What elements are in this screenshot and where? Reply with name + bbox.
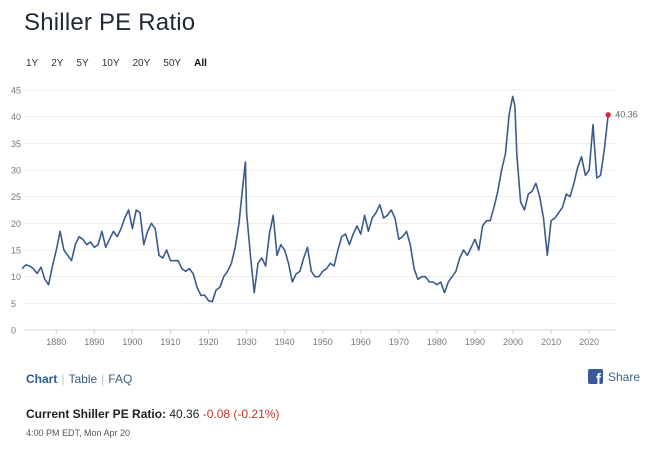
x-tick-label: 2010	[541, 337, 561, 347]
y-tick-label: 30	[11, 166, 21, 176]
range-5y-button[interactable]: 5Y	[76, 58, 89, 69]
share-label: Share	[607, 369, 640, 384]
current-change: -0.08 (-0.21%)	[202, 407, 280, 421]
x-tick-label: 1910	[160, 337, 180, 347]
x-tick-label: 2020	[579, 337, 599, 347]
x-tick-label: 1880	[46, 337, 66, 347]
range-2y-button[interactable]: 2Y	[51, 58, 64, 69]
y-tick-label: 35	[11, 139, 21, 149]
tab-separator: |	[61, 372, 65, 386]
range-all-button[interactable]: All	[194, 58, 207, 69]
share-button[interactable]: f Share	[587, 369, 640, 384]
current-value: 40.36	[169, 407, 200, 421]
shiller-pe-chart: 0 5 10 15 20 25 30 35 40 45 1880 1890 1900 1910 1920 19…	[11, 86, 638, 348]
axis-labels: 0 5 10 15 20 25 30 35 40 45 1880 1890 1900 1910 1920 19…	[11, 86, 599, 348]
tab-separator: |	[101, 372, 105, 386]
facebook-icon: f	[587, 369, 603, 384]
range-1y-button[interactable]: 1Y	[26, 58, 39, 69]
range-10y-button[interactable]: 10Y	[101, 58, 120, 69]
grid-lines	[24, 89, 616, 331]
x-tick-label: 1960	[351, 337, 371, 347]
y-tick-label: 45	[11, 86, 21, 96]
range-50y-button[interactable]: 50Y	[163, 58, 182, 69]
y-tick-label: 20	[11, 219, 21, 229]
y-tick-label: 40	[11, 112, 21, 122]
x-tick-label: 1920	[199, 337, 219, 347]
range-selector: 1Y 2Y 5Y 10Y 20Y 50Y All	[26, 58, 220, 69]
view-tabs: Chart | Table | FAQ	[26, 372, 132, 386]
page-title: Shiller PE Ratio	[24, 9, 196, 36]
tab-table[interactable]: Table	[68, 372, 98, 386]
series-line	[21, 95, 609, 303]
x-tick-label: 1900	[122, 337, 142, 347]
x-tick-label: 1930	[237, 337, 257, 347]
y-tick-label: 10	[11, 272, 21, 282]
x-tick-label: 1890	[84, 337, 104, 347]
x-tick-label: 1980	[427, 337, 447, 347]
y-tick-label: 15	[11, 246, 21, 256]
tab-chart[interactable]: Chart	[26, 372, 58, 386]
current-value-line: Current Shiller PE Ratio: 40.36 -0.08 (-…	[26, 407, 279, 421]
timestamp: 4:00 PM EDT, Mon Apr 20	[26, 428, 131, 438]
x-tick-label: 2000	[503, 337, 523, 347]
y-tick-label: 0	[11, 326, 16, 336]
y-tick-label: 25	[11, 192, 21, 202]
series-layer: 40.36	[21, 95, 638, 303]
current-label: Current Shiller PE Ratio:	[26, 407, 167, 421]
last-point-marker[interactable]	[605, 112, 611, 118]
x-tick-label: 1990	[465, 337, 485, 347]
x-tick-label: 1970	[389, 337, 409, 347]
x-tick-label: 1940	[275, 337, 295, 347]
y-tick-label: 5	[11, 299, 16, 309]
tab-faq[interactable]: FAQ	[108, 372, 133, 386]
range-20y-button[interactable]: 20Y	[132, 58, 151, 69]
last-value-label: 40.36	[615, 110, 638, 120]
x-tick-label: 1950	[313, 337, 333, 347]
